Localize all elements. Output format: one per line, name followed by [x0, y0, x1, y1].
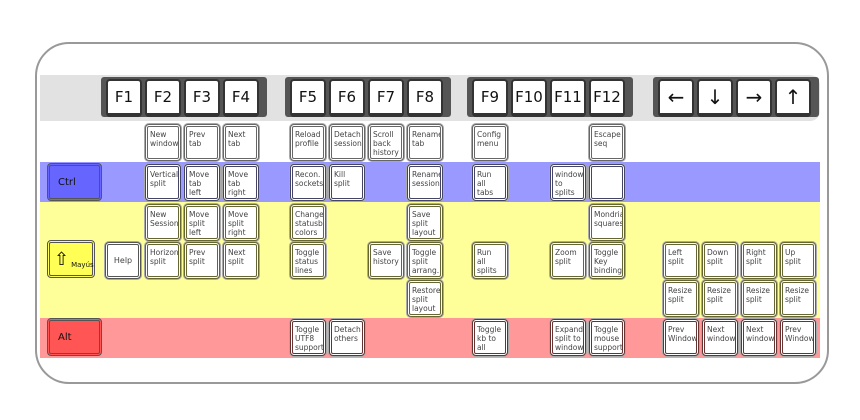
- key-f3-shift: Prev split: [184, 242, 220, 279]
- key-f2-shift: Horizon. split: [145, 242, 181, 279]
- key-f2-ctrl: Vertical split: [145, 164, 181, 201]
- f4-key: F4: [223, 79, 259, 117]
- help-label: Help: [113, 256, 133, 265]
- arrow-right-icon: →: [736, 79, 772, 117]
- key-f4-ctrl: Move tab right: [223, 164, 259, 201]
- shift-key: ⇧ Mayús: [47, 240, 95, 278]
- key-down-alt: Next window: [702, 319, 738, 356]
- key-f8-shift: Toggle split arrang.: [407, 242, 443, 279]
- key-f5-alt: Toggle UTF8 support: [290, 319, 326, 356]
- f10-key: F10: [511, 79, 547, 117]
- arrow-left-icon: ←: [658, 79, 694, 117]
- ctrl-key: Ctrl: [47, 163, 102, 201]
- key-f3-plain: Prev tab: [184, 124, 220, 161]
- key-f8-altshift: Restore split layout: [407, 280, 443, 317]
- key-f12-plain: Escape seq: [589, 124, 625, 161]
- f12-key: F12: [589, 79, 625, 117]
- key-left-alt: Prev Window: [663, 319, 699, 356]
- arrow-down-icon: ↓: [697, 79, 733, 117]
- key-up-shift: Up split: [780, 242, 816, 279]
- key-right-resize: Resize split: [741, 280, 777, 317]
- shift-arrow-icon: ⇧: [54, 249, 70, 270]
- f1-key: F1: [106, 79, 142, 117]
- key-f12-shift: Toggle Key bindings: [589, 242, 625, 279]
- key-left-resize: Resize split: [663, 280, 699, 317]
- key-f2-ctrlshift: New Session: [145, 204, 181, 241]
- key-f3-ctrl: Move tab left: [184, 164, 220, 201]
- key-f8-plain: Rename tab: [407, 124, 443, 161]
- help-key: Help: [105, 242, 141, 279]
- key-f5-shift: Toggle status lines: [290, 242, 326, 279]
- alt-label: Alt: [58, 331, 72, 343]
- key-f9-ctrl: Run all tabs: [472, 164, 508, 201]
- arrow-up-icon: ↑: [775, 79, 811, 117]
- key-f6-ctrl: Kill split: [329, 164, 365, 201]
- key-f5-ctrlshift: Change statusb. colors: [290, 204, 326, 241]
- key-f3-ctrlshift: Move split left: [184, 204, 220, 241]
- key-f9-plain: Config menu: [472, 124, 508, 161]
- f5-key: F5: [290, 79, 326, 117]
- key-right-shift: Right split: [741, 242, 777, 279]
- key-f8-ctrlshift: Save split layout: [407, 204, 443, 241]
- key-up-resize: Resize split: [780, 280, 816, 317]
- shift-label: Mayús: [71, 261, 94, 269]
- key-f4-shift: Next split: [223, 242, 259, 279]
- ctrl-label: Ctrl: [58, 176, 76, 188]
- key-f4-plain: Next tab: [223, 124, 259, 161]
- f11-key: F11: [550, 79, 586, 117]
- key-f11-alt: Expand split to window: [550, 319, 586, 356]
- key-f7-shift: Save history: [368, 242, 404, 279]
- key-f4-ctrlshift: Move split right: [223, 204, 259, 241]
- key-up-alt: Prev Window: [780, 319, 816, 356]
- f6-key: F6: [329, 79, 365, 117]
- key-f12-alt: Toggle mouse support: [589, 319, 625, 356]
- f9-key: F9: [472, 79, 508, 117]
- key-right-alt: Next window: [741, 319, 777, 356]
- key-f12-ctrl: [589, 164, 625, 201]
- key-down-shift: Down split: [702, 242, 738, 279]
- f8-key: F8: [407, 79, 443, 117]
- key-f8-ctrl: Rename session: [407, 164, 443, 201]
- key-left-shift: Left split: [663, 242, 699, 279]
- alt-key: Alt: [47, 318, 102, 356]
- key-f11-ctrl: windows to splits: [550, 164, 586, 201]
- key-f7-plain: Scroll back history: [368, 124, 404, 161]
- key-down-resize: Resize split: [702, 280, 738, 317]
- key-f2-plain: New window: [145, 124, 181, 161]
- key-f9-alt: Toggle kb to all splits: [472, 319, 508, 356]
- f3-key: F3: [184, 79, 220, 117]
- key-f12-ctrlshift: Mondrian squares: [589, 204, 625, 241]
- key-f6-plain: Detach session: [329, 124, 365, 161]
- key-f5-ctrl: Recon. sockets: [290, 164, 326, 201]
- key-f9-shift: Run all splits: [472, 242, 508, 279]
- f2-key: F2: [145, 79, 181, 117]
- key-f6-alt: Detach others: [329, 319, 365, 356]
- key-f11-shift: Zoom split: [550, 242, 586, 279]
- key-f5-plain: Reload profile: [290, 124, 326, 161]
- f7-key: F7: [368, 79, 404, 117]
